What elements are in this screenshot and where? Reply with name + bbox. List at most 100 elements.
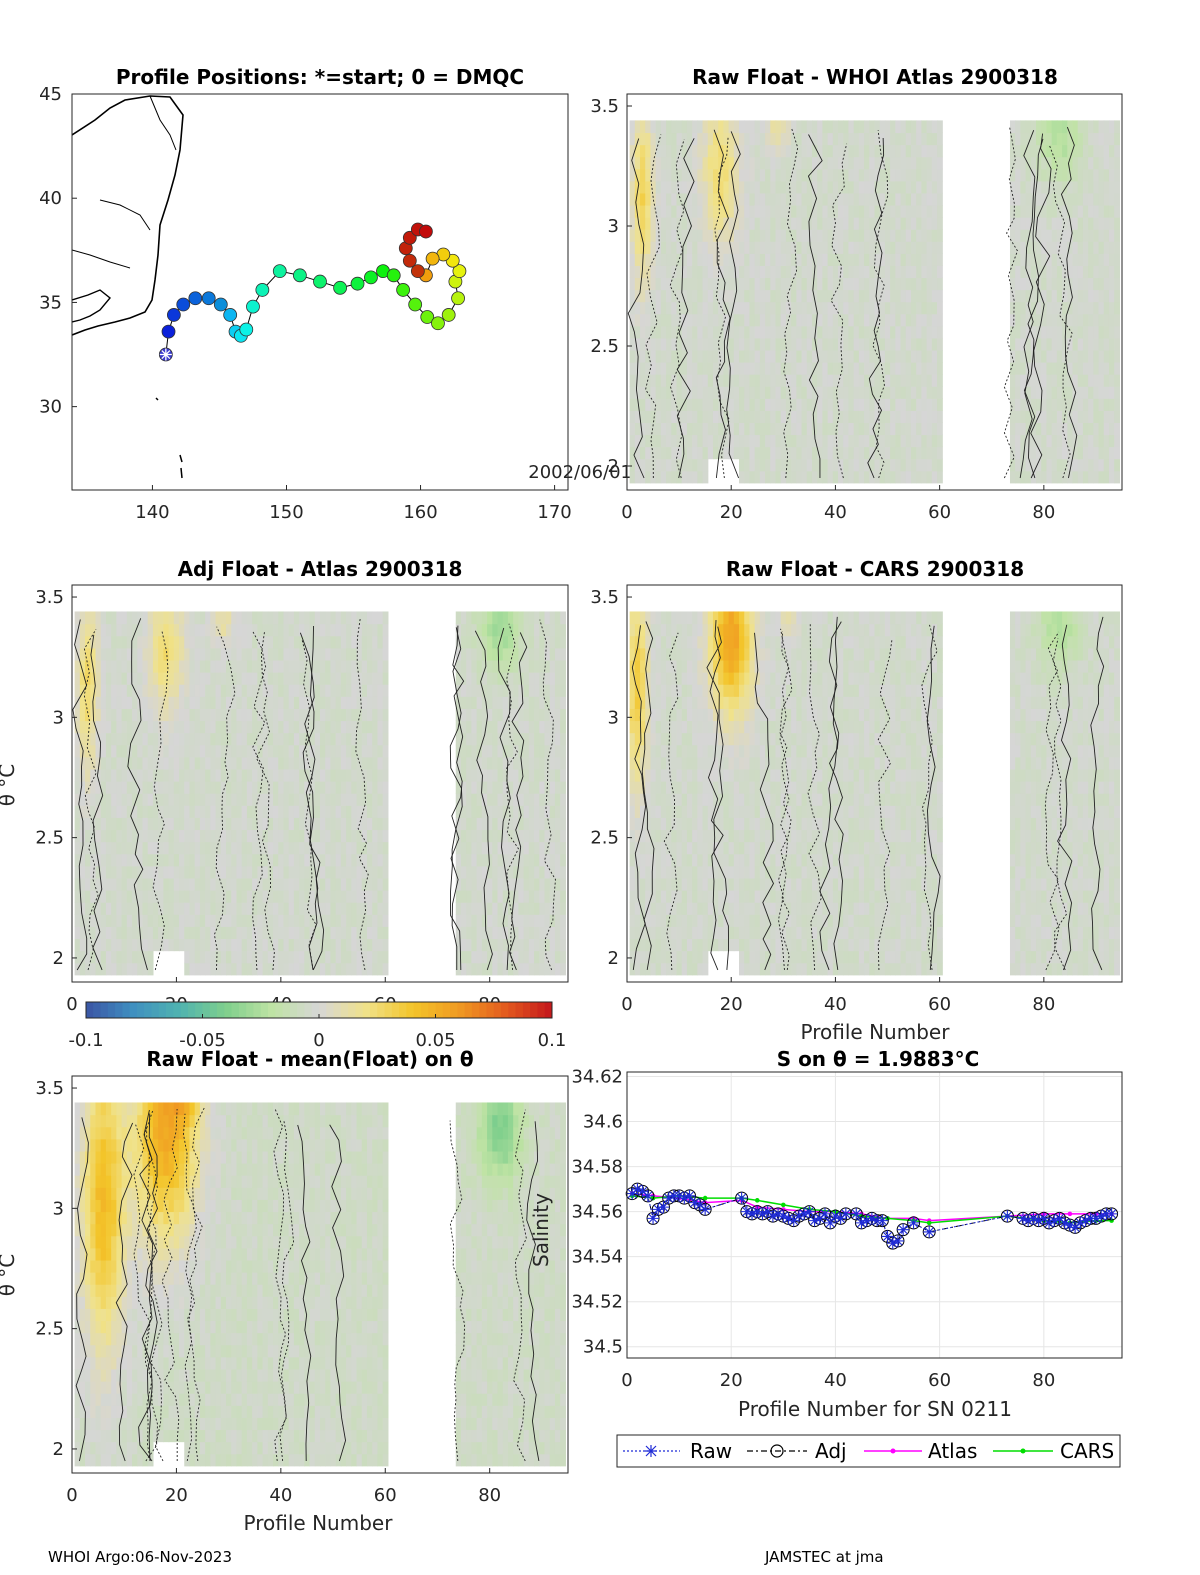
heat-cell xyxy=(697,241,704,254)
heat-cell xyxy=(283,926,290,940)
heat-cell xyxy=(749,374,756,387)
heat-cell xyxy=(95,962,102,976)
heat-cell xyxy=(1082,168,1089,182)
heat-cell xyxy=(853,192,860,206)
heat-cell xyxy=(273,659,279,673)
heat-cell xyxy=(361,672,368,685)
heat-cell xyxy=(539,756,546,770)
heat-cell xyxy=(100,902,107,915)
heat-cell xyxy=(1103,325,1110,339)
heat-cell xyxy=(220,962,227,976)
heat-cell xyxy=(681,386,688,399)
heat-cell xyxy=(257,829,264,843)
heat-cell xyxy=(712,301,719,315)
heat-cell xyxy=(351,938,358,952)
heat-cell xyxy=(466,914,473,927)
heat-cell xyxy=(749,313,756,327)
heat-cell xyxy=(634,253,641,266)
heat-cell xyxy=(158,611,164,625)
heat-cell xyxy=(666,289,672,303)
heat-cell xyxy=(1056,458,1063,472)
heat-cell xyxy=(838,144,844,158)
heat-cell xyxy=(681,144,688,158)
heat-cell xyxy=(199,914,206,927)
heat-cell xyxy=(299,684,305,697)
profile-point xyxy=(313,274,327,289)
heat-cell xyxy=(1072,349,1079,363)
heat-cell xyxy=(931,132,938,146)
heat-cell xyxy=(340,841,347,855)
heat-cell xyxy=(528,672,535,685)
heat-cell xyxy=(1025,398,1032,411)
heat-cell xyxy=(1046,144,1053,158)
heat-cell xyxy=(194,938,201,952)
heat-cell xyxy=(692,362,698,375)
heat-cell xyxy=(304,877,311,891)
heat-cell xyxy=(74,672,81,685)
heat-cell xyxy=(676,349,683,363)
heat-cell xyxy=(320,962,326,976)
heat-cell xyxy=(220,623,227,637)
heat-cell xyxy=(476,938,483,952)
heat-cell xyxy=(241,732,248,746)
heat-cell xyxy=(325,926,332,940)
heat-cell xyxy=(455,877,462,891)
heat-cell xyxy=(257,672,264,685)
heat-cell xyxy=(184,720,191,734)
heat-cell xyxy=(199,829,206,843)
heat-cell xyxy=(74,611,81,625)
heat-cell xyxy=(466,744,473,758)
heat-cell xyxy=(278,877,285,891)
heat-cell xyxy=(874,253,881,266)
heat-cell xyxy=(226,793,232,806)
xtick-label: 60 xyxy=(928,502,951,523)
heat-cell xyxy=(900,217,907,230)
heat-cell xyxy=(361,659,368,673)
heat-cell xyxy=(900,229,907,242)
heat-cell xyxy=(1093,349,1100,363)
heat-cell xyxy=(158,926,164,940)
heat-cell xyxy=(770,422,777,436)
heat-cell xyxy=(728,362,735,375)
heat-cell xyxy=(780,156,787,170)
heat-cell xyxy=(796,289,803,303)
heat-cell xyxy=(278,793,285,806)
heat-cell xyxy=(377,659,384,673)
heat-cell xyxy=(455,623,462,637)
heat-cell xyxy=(74,829,81,843)
heat-cell xyxy=(173,708,180,722)
heat-cell xyxy=(471,938,478,952)
heat-cell xyxy=(775,410,782,423)
heat-cell xyxy=(346,865,352,879)
heat-cell xyxy=(471,720,478,734)
heat-cell xyxy=(257,853,264,867)
heat-cell xyxy=(299,623,305,637)
heat-cell xyxy=(152,720,159,734)
heat-cell xyxy=(231,793,238,806)
heat-cell xyxy=(1036,168,1042,182)
heat-cell xyxy=(660,289,667,303)
heat-cell xyxy=(640,277,646,291)
heat-cell xyxy=(372,962,379,976)
ytick-label: 2.5 xyxy=(35,828,64,849)
contour-line xyxy=(355,617,369,971)
heat-cell xyxy=(544,659,551,673)
heat-cell xyxy=(79,865,86,879)
heat-cell xyxy=(184,829,191,843)
heat-cell xyxy=(523,720,530,734)
heat-cell xyxy=(739,156,745,170)
heat-cell xyxy=(382,962,389,976)
heat-cell xyxy=(843,253,850,266)
heat-cell xyxy=(299,708,305,722)
heat-cell xyxy=(817,410,823,423)
heat-cell xyxy=(215,877,222,891)
heat-cell xyxy=(351,841,358,855)
heat-cell xyxy=(549,732,556,746)
heat-cell xyxy=(528,659,535,673)
heat-cell xyxy=(697,386,704,399)
heat-cell xyxy=(702,265,709,279)
heat-cell xyxy=(95,781,102,794)
heat-cell xyxy=(210,684,217,697)
heat-cell xyxy=(85,793,91,806)
heat-cell xyxy=(645,168,652,182)
